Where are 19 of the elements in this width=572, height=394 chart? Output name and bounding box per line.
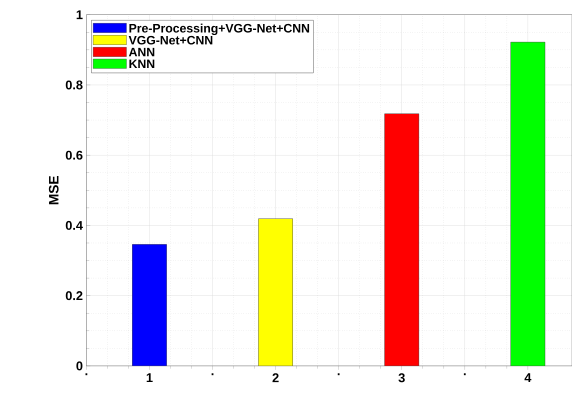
y-tick-label: 0.4 xyxy=(66,220,83,230)
y-tick-label: 0 xyxy=(76,361,82,370)
y-tick-label: 0.6 xyxy=(66,150,82,160)
legend-label: VGG-Net+CNN xyxy=(128,36,212,44)
legend-label: KNN xyxy=(129,59,154,68)
x-tick-label: 3 xyxy=(398,373,405,382)
y-tick-label: 0.8 xyxy=(66,80,83,90)
legend-label: ANN xyxy=(128,48,154,56)
x-tick-label: 2 xyxy=(272,373,279,382)
x-tick-label: . xyxy=(212,373,214,376)
x-tick-label: . xyxy=(464,373,466,376)
x-tick-label: . xyxy=(86,373,88,376)
y-tick-label: 0.2 xyxy=(66,290,82,300)
x-tick-label: 4 xyxy=(524,373,532,382)
x-tick-label: . xyxy=(338,373,340,376)
y-axis-title: MSE xyxy=(48,176,59,204)
x-tick-label: 1 xyxy=(146,373,153,382)
y-tick-label: 1 xyxy=(76,10,83,19)
legend-label: Pre-Processing+VGG-Net+CNN xyxy=(129,23,310,35)
